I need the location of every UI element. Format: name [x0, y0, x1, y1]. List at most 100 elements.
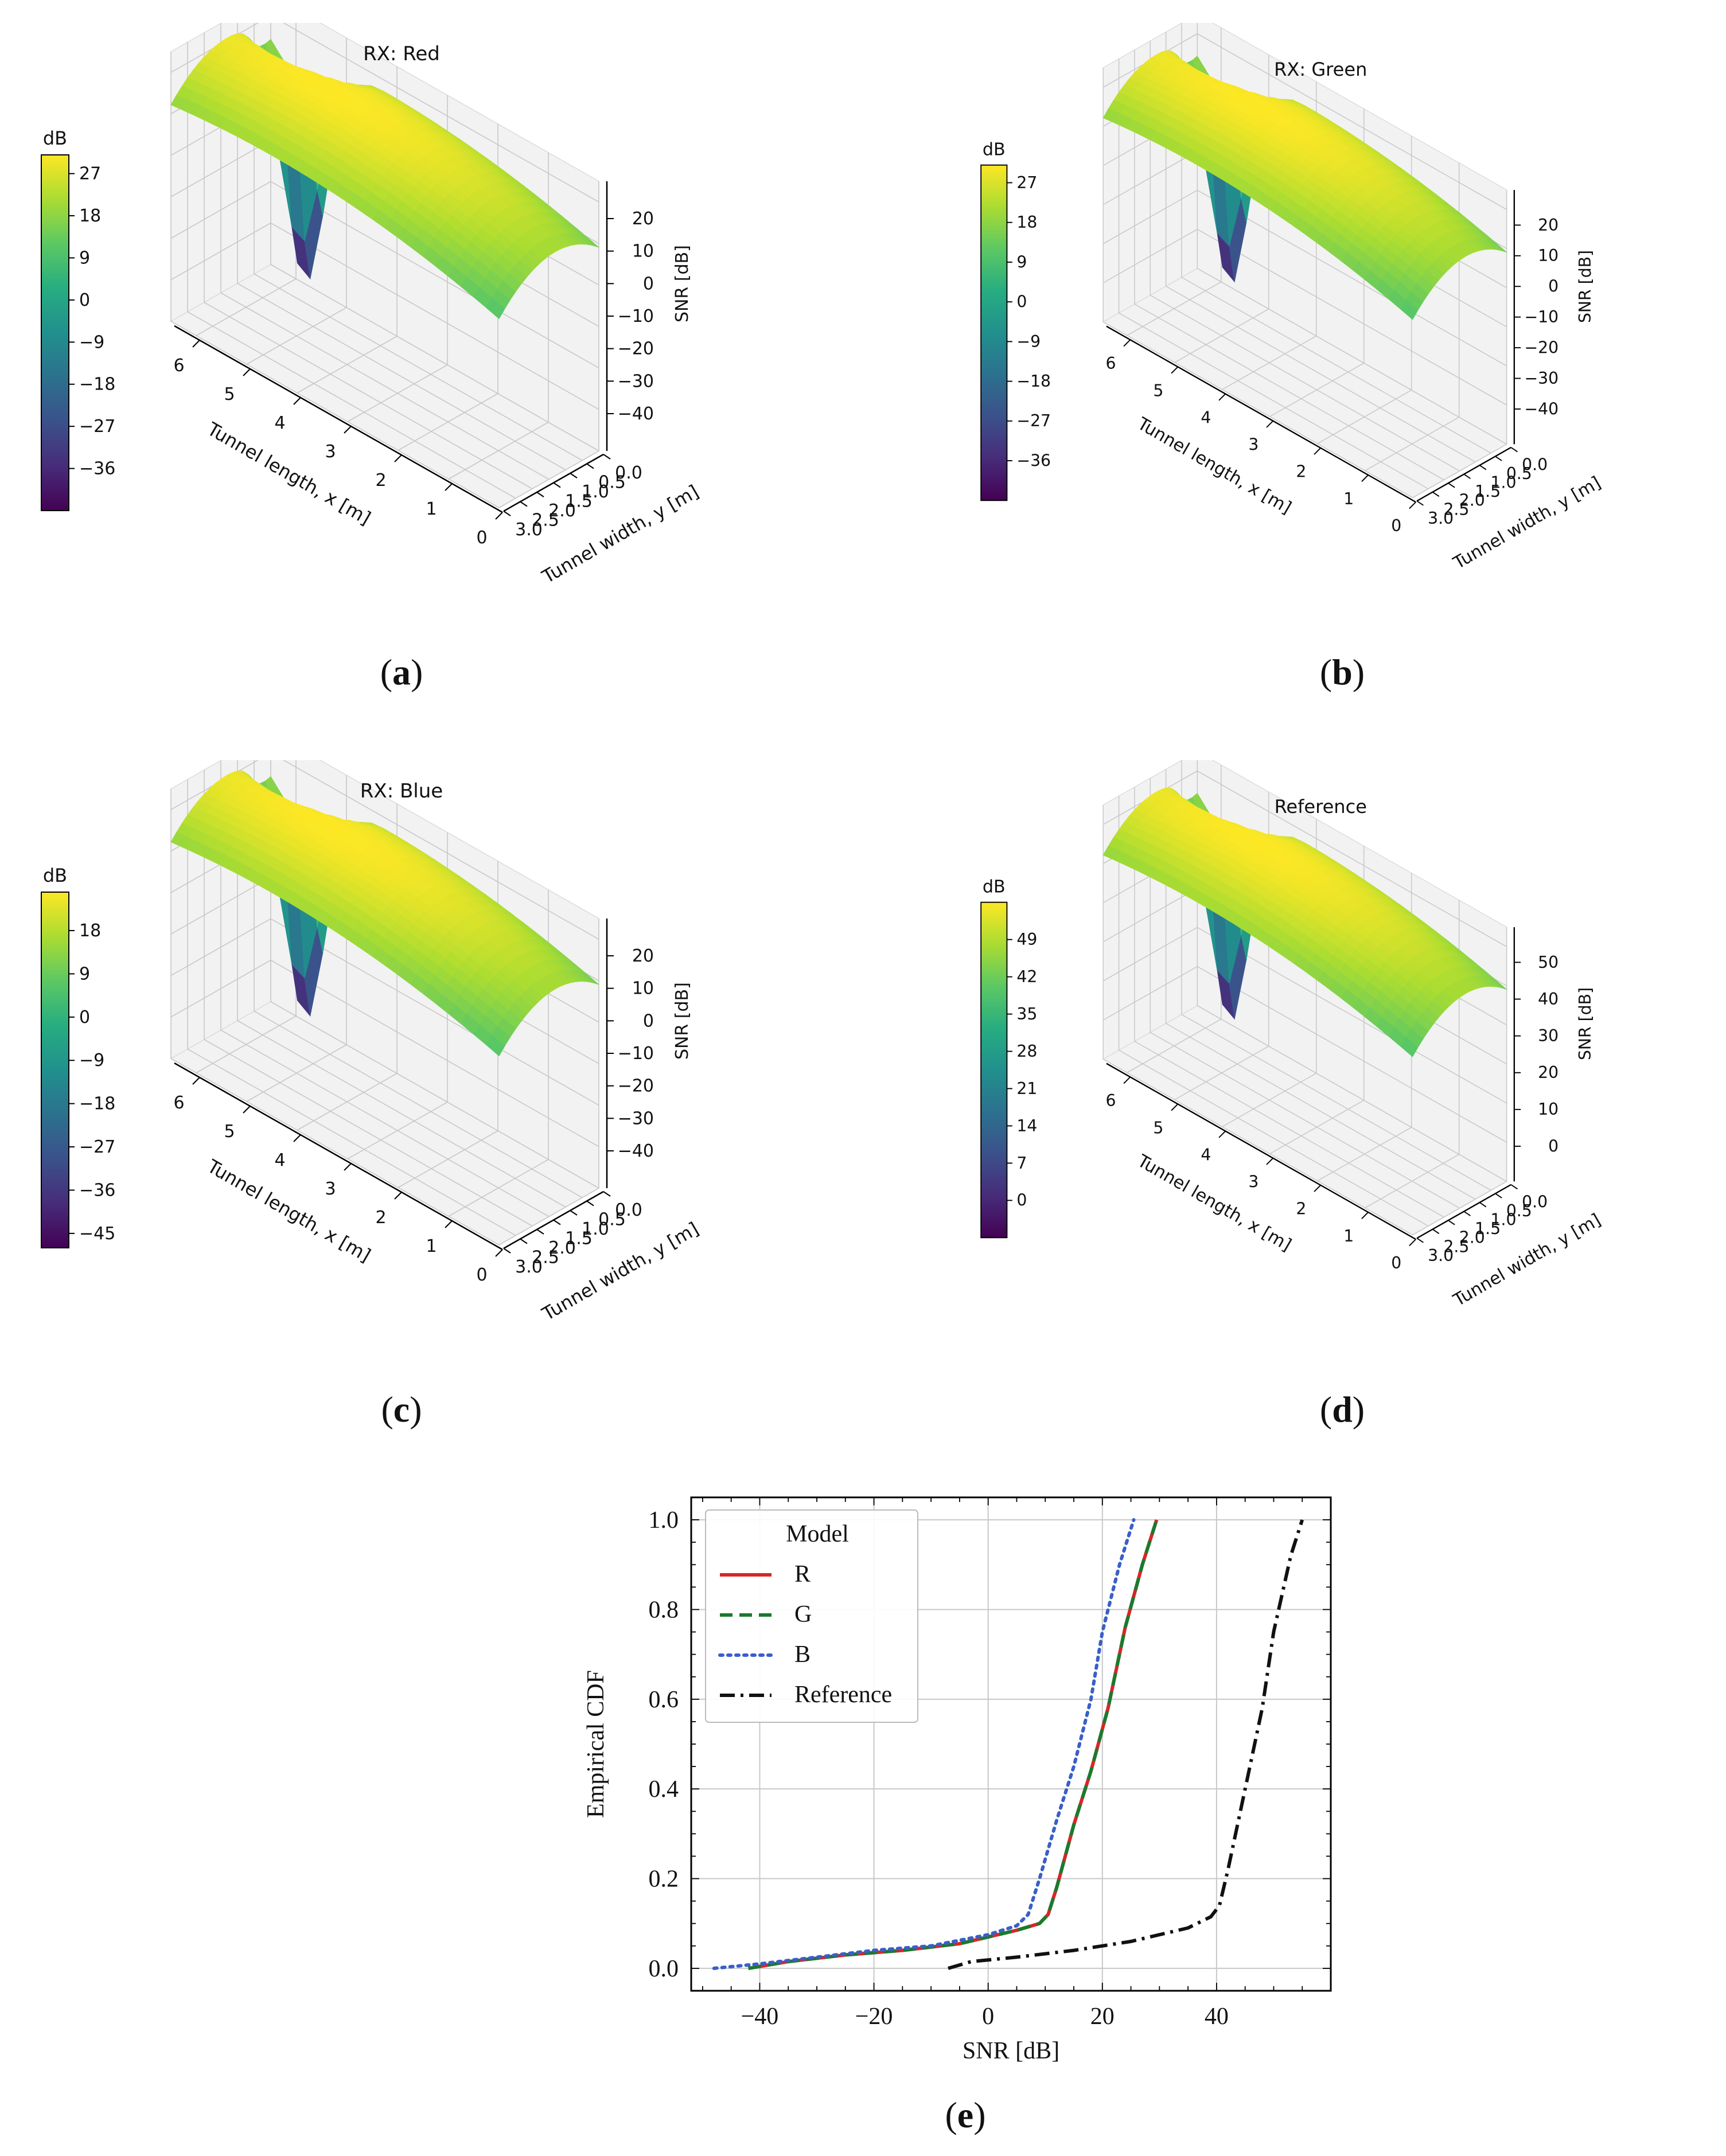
x-tick-label: 3	[1248, 435, 1259, 454]
x-tick-label: 1	[1343, 1227, 1354, 1246]
colorbar-tick-label: 0	[1016, 1191, 1027, 1210]
y-tick-label: 1.0	[582, 482, 609, 502]
caption-a: (a)	[380, 652, 423, 692]
colorbar-tick-label: 0	[79, 290, 90, 310]
z-tick-label: −30	[618, 1108, 654, 1128]
z-axis-label: SNR [dB]	[672, 245, 692, 322]
x-axis-label: SNR [dB]	[963, 2038, 1059, 2064]
legend: Model RGB Reference	[705, 1509, 918, 1723]
colorbar-tick-label: −18	[79, 375, 115, 395]
z-tick-label: −20	[1524, 338, 1559, 357]
colorbar-tick-label: 49	[1016, 930, 1037, 949]
colorbar-tick-label: −27	[79, 1137, 115, 1157]
y-tick-label: 0.8	[649, 1597, 679, 1623]
x-tick-label: 6	[1105, 1091, 1116, 1110]
colorbar-tick-label: −36	[79, 459, 115, 479]
z-tick-label: 20	[1538, 216, 1559, 235]
y-tick-label: 0.0	[615, 463, 642, 483]
z-tick-label: 20	[632, 209, 654, 229]
y-tick-label: 2.0	[548, 501, 576, 521]
y-tick-label: 0.0	[1522, 1192, 1548, 1211]
panel-title: RX: Green	[1274, 59, 1367, 80]
colorbar-tick-label: 0	[79, 1007, 90, 1028]
colorbar-label: dB	[43, 127, 67, 149]
y-tick-label: 3.0	[1428, 509, 1454, 528]
colorbar: dB 18 9 0 −9 −18 −27 −36 −45	[41, 865, 115, 1248]
y-tick-label: 2.5	[1443, 1237, 1469, 1256]
y-tick-label: 0.5	[1506, 1201, 1532, 1220]
x-axis-line	[1106, 1063, 1416, 1240]
y-tick-label: 1.5	[565, 1229, 593, 1249]
panel-d: 6 5 4 3 2 1 0 Tunnel length, x [m] 0.0 0.5 1.0 1.5 2…	[964, 750, 1726, 1449]
series-line-g	[748, 1519, 1159, 1970]
panel-e: −40 −20 0 20 40 0.0 0.2 0.4 0.6 0.8 1.0 SNR [dB] Emp…	[574, 1469, 1377, 2077]
colorbar-tick-label: −45	[79, 1224, 115, 1244]
cdf-chart: −40 −20 0 20 40 0.0 0.2 0.4 0.6 0.8 1.0 SNR [dB] Emp…	[583, 1496, 1332, 2064]
z-tick-label: 40	[1538, 990, 1559, 1009]
panel-a: 6 5 4 3 2 1 0 Tunnel length, x [m] 0.0 0.5 1.0 1.5 2…	[23, 0, 826, 711]
colorbar-tick-label: 27	[1016, 173, 1037, 192]
legend-entry-label: G	[794, 1601, 812, 1628]
legend-entry-label: R	[794, 1561, 811, 1587]
x-tick-label: 20	[1090, 2003, 1115, 2030]
colorbar-tick-label: 14	[1016, 1116, 1037, 1135]
y-tick-label: 0.5	[1506, 464, 1532, 483]
y-tick-label: 1.0	[582, 1219, 609, 1239]
y-tick-label: 2.0	[1459, 491, 1485, 510]
y-tick-label: 0.2	[649, 1866, 679, 1893]
colorbar-tick-label: −9	[79, 332, 104, 352]
panel-title: RX: Blue	[360, 780, 443, 803]
z-tick-label: 50	[1538, 953, 1559, 972]
z-axis-label: SNR [dB]	[672, 982, 692, 1060]
legend-title: Model	[786, 1521, 849, 1547]
y-tick-label: 1.5	[565, 492, 593, 512]
x-tick-label: 1	[426, 1236, 437, 1256]
x-tick-label: 0	[476, 528, 487, 548]
surface-mesh	[1102, 50, 1507, 320]
x-tick-label: 5	[1153, 381, 1163, 400]
z-tick-label: 20	[1538, 1063, 1559, 1082]
colorbar-tick-label: 28	[1016, 1042, 1037, 1061]
colorbar-tick-label: −36	[79, 1180, 115, 1200]
colorbar-label: dB	[983, 140, 1006, 160]
x-tick-label: 2	[375, 1208, 386, 1228]
colorbar-tick-label: −36	[1016, 451, 1051, 470]
x-tick-label: −20	[855, 2003, 893, 2030]
z-tick-label: 10	[632, 979, 654, 999]
z-tick-label: −20	[618, 1076, 654, 1096]
y-tick-label: 2.5	[532, 511, 559, 531]
z-tick-label: −40	[618, 1141, 654, 1161]
y-tick-label: 1.0	[649, 1507, 679, 1534]
x-axis-line	[174, 325, 503, 513]
z-tick-label: −30	[1524, 369, 1559, 388]
y-tick-label: 1.0	[1490, 473, 1516, 492]
panel-b: 6 5 4 3 2 1 0 Tunnel length, x [m] 0.0 0.5 1.0 1.5 2…	[964, 13, 1726, 711]
legend-entry-label: B	[794, 1641, 811, 1668]
x-tick-label: 0	[476, 1265, 487, 1285]
x-tick-label: 4	[1201, 408, 1211, 427]
z-tick-label: 10	[1538, 1100, 1559, 1119]
y-tick-label: 3.0	[515, 520, 543, 540]
colorbar-tick-label: 9	[79, 248, 90, 268]
y-tick-label: 0.0	[615, 1200, 642, 1220]
z-tick-label: −40	[618, 404, 654, 424]
x-tick-label: 5	[224, 384, 235, 404]
y-tick-label: 1.5	[1475, 1219, 1501, 1238]
colorbar-tick-label: 42	[1016, 967, 1037, 986]
z-axis-label: SNR [dB]	[1576, 250, 1595, 323]
colorbar-tick-label: 35	[1016, 1005, 1037, 1023]
x-tick-label: −40	[741, 2003, 779, 2030]
colorbar-tick-label: −18	[1016, 372, 1051, 391]
surface-mesh	[1102, 787, 1507, 1057]
z-tick-label: 20	[632, 946, 654, 966]
y-tick-label: 3.0	[1428, 1246, 1454, 1265]
z-tick-label: 0	[643, 1011, 654, 1031]
colorbar-tick-label: 18	[79, 206, 101, 226]
x-tick-label: 40	[1205, 2003, 1229, 2030]
z-tick-label: −10	[618, 1044, 654, 1064]
colorbar-tick-label: −9	[1016, 332, 1041, 351]
colorbar-tick-label: −27	[79, 417, 115, 437]
